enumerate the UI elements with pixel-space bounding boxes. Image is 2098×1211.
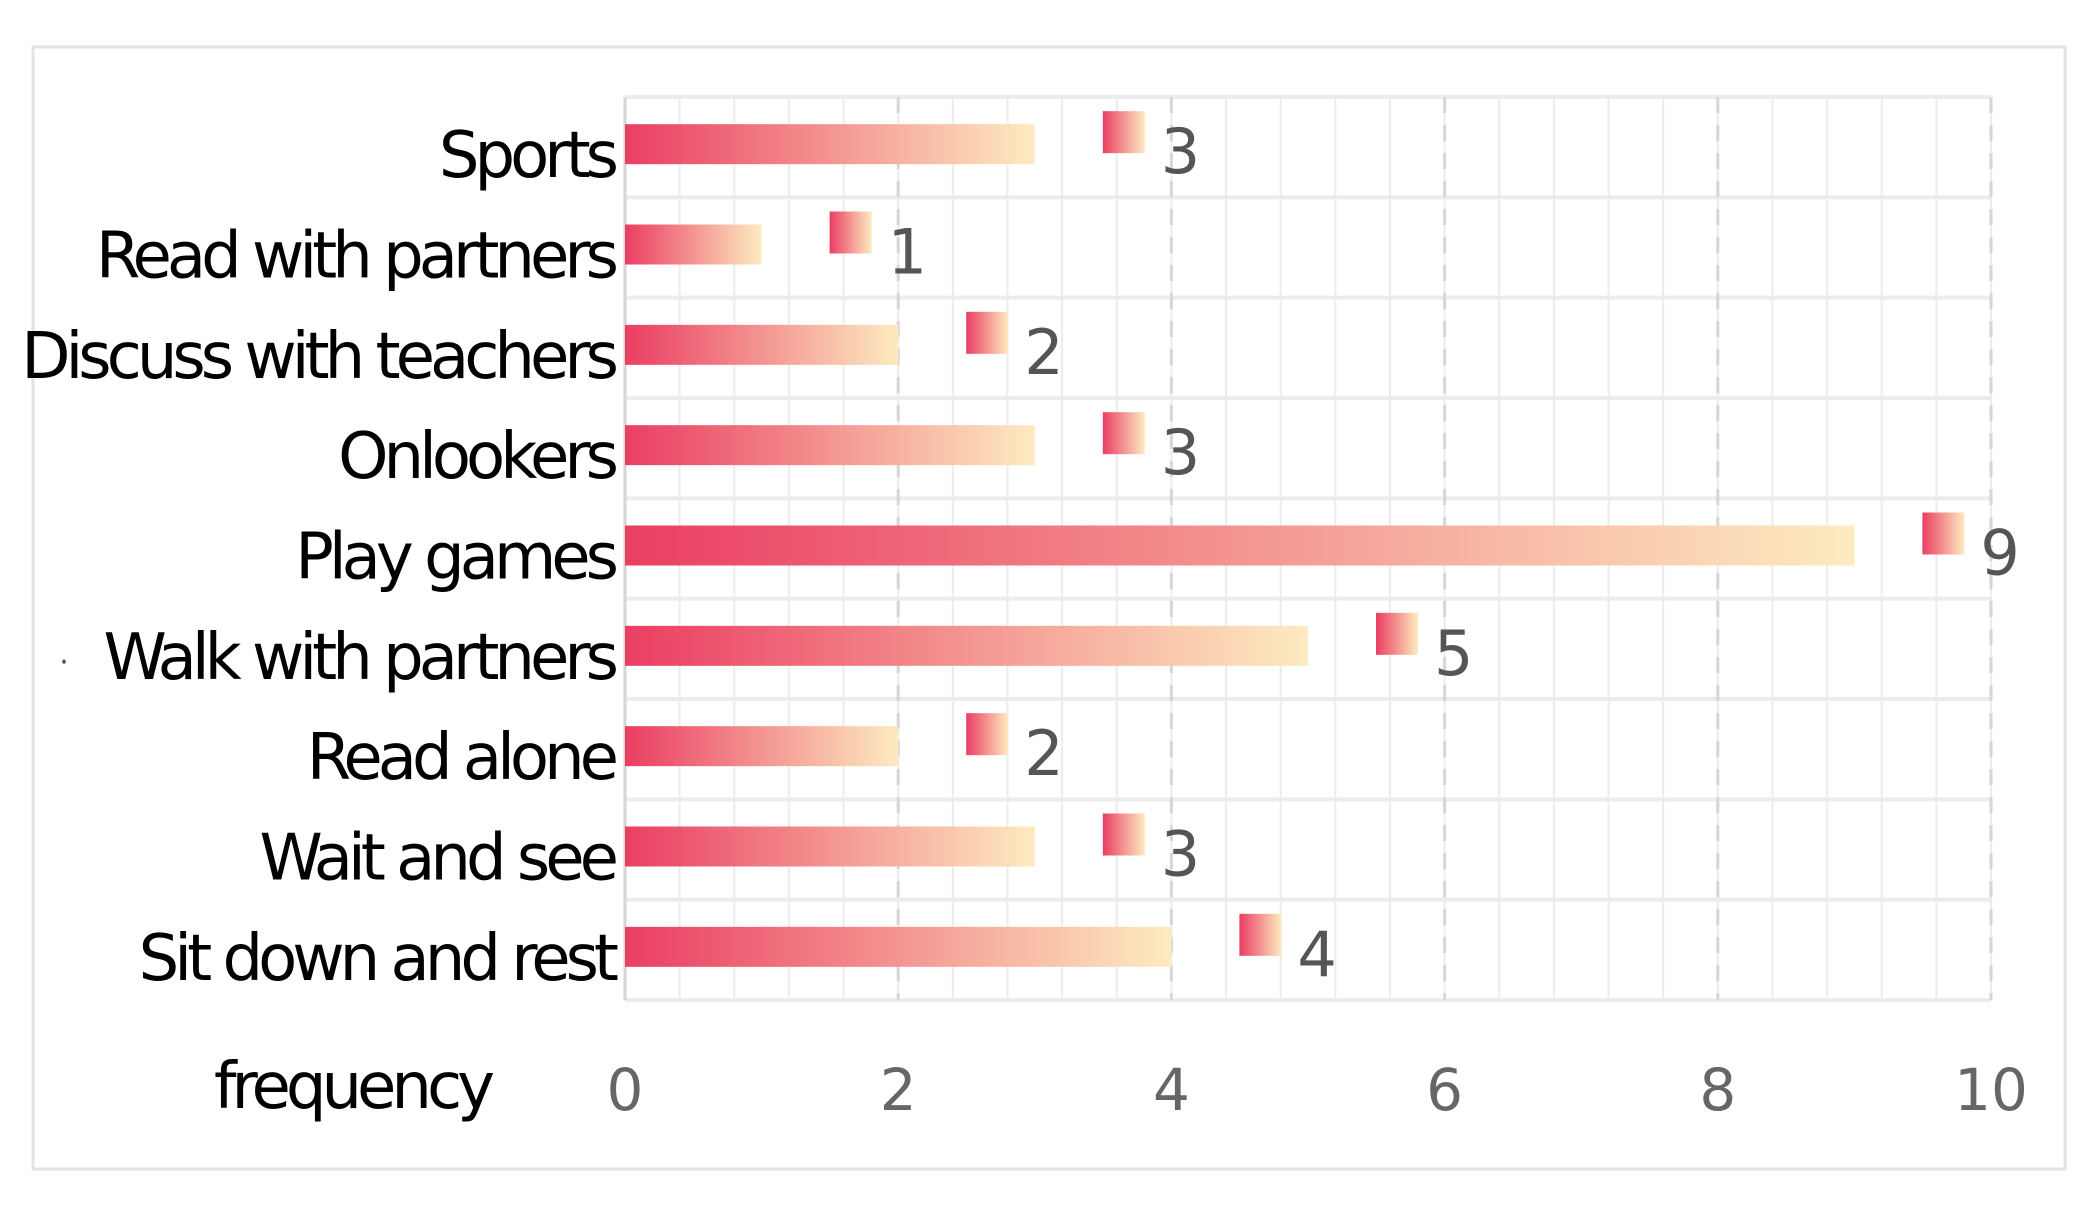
bar	[625, 625, 1308, 666]
x-axis-title: frequency	[214, 1050, 493, 1124]
bar	[625, 726, 899, 767]
bar	[625, 224, 762, 265]
value-marker	[1239, 913, 1282, 956]
chart-frame	[31, 45, 2067, 1171]
data-label: 1	[888, 216, 927, 289]
value-marker	[966, 311, 1009, 354]
data-label: 3	[1161, 818, 1200, 891]
x-tick-label: 0	[607, 1056, 644, 1124]
value-marker	[966, 713, 1009, 756]
x-tick-label: 6	[1426, 1056, 1463, 1124]
value-labels: 3 1 2 3 9 5 2 3 4	[888, 115, 2020, 991]
data-label: 5	[1434, 617, 1473, 690]
data-label: 9	[1980, 517, 2019, 590]
value-marker	[1102, 412, 1145, 455]
bar	[625, 425, 1035, 466]
value-marker	[1922, 512, 1965, 555]
bars	[625, 124, 1855, 967]
value-marker	[1102, 111, 1145, 154]
category-label: Sit down and rest	[139, 922, 618, 996]
data-label: 4	[1297, 918, 1336, 991]
data-label: 2	[1024, 316, 1063, 389]
bar	[625, 124, 1035, 165]
category-labels: Sports Read with partners Discuss with tea…	[21, 119, 623, 996]
category-label: Sports	[439, 119, 617, 193]
bar	[625, 926, 1172, 967]
category-label: Onlookers	[338, 420, 617, 494]
category-label: Wait and see	[260, 822, 616, 896]
bar	[625, 826, 1035, 867]
value-marker	[829, 211, 872, 254]
data-label: 3	[1161, 416, 1200, 489]
x-tick-label: 4	[1153, 1056, 1190, 1124]
data-label: 2	[1024, 717, 1063, 790]
data-label: 3	[1161, 115, 1200, 188]
value-markers	[829, 111, 1965, 956]
x-tick-label: 10	[1954, 1056, 2028, 1124]
category-label: Read alone	[307, 721, 616, 795]
bar	[625, 324, 899, 365]
x-tick-label: 8	[1699, 1056, 1736, 1124]
value-marker	[1102, 813, 1145, 856]
category-label: Read with partners	[96, 220, 617, 294]
value-marker	[1376, 612, 1418, 655]
bar	[625, 525, 1855, 566]
category-label: Walk with partners	[103, 621, 616, 695]
x-tick-label: 2	[880, 1056, 917, 1124]
x-tick-labels: 0 2 4 6 8 10	[607, 1056, 2028, 1124]
stray-mark: ·	[59, 645, 69, 680]
category-label: Discuss with teachers	[21, 320, 616, 394]
category-label: Play games	[295, 521, 616, 595]
